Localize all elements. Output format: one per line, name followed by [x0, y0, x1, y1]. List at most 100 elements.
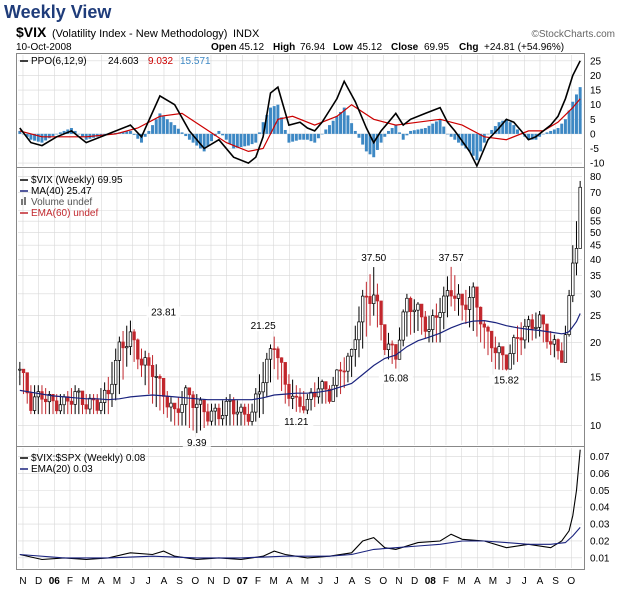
candle-body — [541, 314, 545, 325]
ppo-histogram-bar — [257, 132, 261, 134]
ppo-histogram-bar — [375, 133, 379, 150]
candle-body — [456, 293, 461, 299]
candle-body — [40, 391, 44, 400]
ppo-histogram-bar — [184, 133, 188, 137]
ppo-histogram-bar — [516, 129, 519, 134]
ppo-histogram-bar — [471, 133, 475, 156]
candle-body — [25, 372, 29, 394]
ppo-histogram-bar — [538, 133, 542, 137]
x-tick-label: J — [318, 576, 323, 587]
ppo-histogram-bar — [302, 133, 306, 140]
candle-body — [571, 262, 575, 297]
candle-body — [490, 330, 494, 349]
price-annotation-label: 11.21 — [284, 417, 309, 428]
candle-body — [21, 368, 26, 374]
price-tick-label: 35 — [590, 271, 602, 282]
candle-body — [305, 399, 310, 411]
ppo-histogram-bar — [180, 132, 184, 134]
candle-body — [250, 411, 254, 422]
candle-body — [467, 297, 472, 310]
candle-body — [357, 321, 361, 341]
ppo-histogram-bar — [36, 133, 40, 142]
ppo-tick-label: 25 — [590, 56, 602, 67]
ppo-histogram-bar — [224, 133, 228, 140]
ppo-histogram-bar — [125, 131, 129, 134]
ppo-histogram-bar — [254, 133, 258, 143]
candle-body — [268, 348, 273, 360]
price-tick-label: 55 — [590, 217, 602, 228]
price-annotation: 15.82 — [489, 374, 524, 387]
candle-body — [202, 399, 206, 413]
ppo-histogram-bar — [18, 130, 22, 134]
ratio-tick-label: 0.01 — [590, 553, 610, 564]
low-value: 45.12 — [357, 42, 382, 53]
candle-body — [324, 381, 328, 390]
ppo-histogram-bar — [541, 133, 545, 135]
ppo-histogram-bar — [431, 123, 435, 134]
x-tick-label: A — [349, 576, 356, 587]
ppo-histogram-bar — [232, 133, 236, 149]
candle-body — [136, 339, 140, 360]
ppo-histogram-bar — [379, 133, 383, 143]
ppo-histogram-bar — [560, 123, 564, 134]
candle-body — [442, 295, 446, 313]
candle-body — [475, 286, 479, 308]
price-annotation-bg — [246, 320, 281, 332]
ratio-tick-label: 0.04 — [590, 503, 610, 514]
candle-body — [121, 341, 125, 349]
ppo-histogram-bar — [342, 107, 346, 134]
ppo-histogram-bar — [530, 133, 534, 140]
ppo-histogram-bar — [269, 107, 272, 134]
ppo-tick-label: 15 — [590, 86, 602, 97]
candle-body — [231, 399, 236, 415]
ppo-histogram-bar — [574, 94, 578, 134]
candle-body — [243, 406, 247, 415]
candle-body — [515, 337, 520, 339]
high-value: 76.94 — [300, 42, 325, 53]
ppo-legend-value1: 24.603 — [108, 56, 139, 67]
ppo-histogram-bar — [372, 133, 376, 158]
ppo-histogram-bar — [460, 133, 464, 146]
candle-body — [331, 384, 335, 402]
candle-body — [143, 357, 147, 366]
candle-body — [261, 382, 265, 393]
candle-body — [342, 370, 346, 373]
candle-body — [283, 362, 287, 385]
low-label: Low — [333, 42, 353, 53]
volume-legend-swatch-b — [24, 197, 26, 205]
candle-body — [560, 350, 564, 363]
ppo-histogram-bar — [313, 133, 317, 143]
ema-legend-name: EMA(60) undef — [31, 208, 98, 219]
ppo-tick-label: -10 — [590, 159, 605, 170]
x-tick-label: J — [130, 576, 135, 587]
ppo-histogram-bar — [165, 119, 169, 134]
x-tick-label: S — [364, 576, 371, 587]
candle-body — [195, 403, 199, 408]
candle-body — [150, 365, 155, 377]
candle-body — [187, 387, 192, 396]
candle-body — [523, 325, 527, 341]
chart-date: 10-Oct-2008 — [16, 42, 72, 53]
candle-body — [416, 303, 420, 311]
ppo-histogram-bar — [29, 133, 33, 140]
ppo-histogram-bar — [221, 133, 225, 136]
candle-body — [401, 311, 405, 341]
candle-body — [77, 390, 81, 393]
candle-body — [132, 331, 136, 341]
ppo-histogram-bar — [298, 133, 302, 140]
candle-body — [471, 286, 475, 298]
candle-body — [147, 357, 151, 366]
ppo-histogram-bar — [324, 129, 328, 134]
ppo-histogram-bar — [25, 133, 29, 137]
ppo-histogram-bar — [405, 133, 409, 136]
candle-body — [464, 304, 468, 310]
price-annotation-label: 37.57 — [439, 253, 464, 264]
candle-body — [408, 297, 413, 313]
candle-body — [169, 402, 173, 408]
ppo-legend-value3: 15.571 — [180, 56, 211, 67]
ppo-histogram-bar — [453, 133, 457, 140]
ppo-histogram-bar — [33, 133, 37, 141]
price-annotation: 9.39 — [182, 437, 211, 449]
ppo-histogram-bar — [420, 128, 424, 134]
candle-body — [482, 323, 486, 328]
